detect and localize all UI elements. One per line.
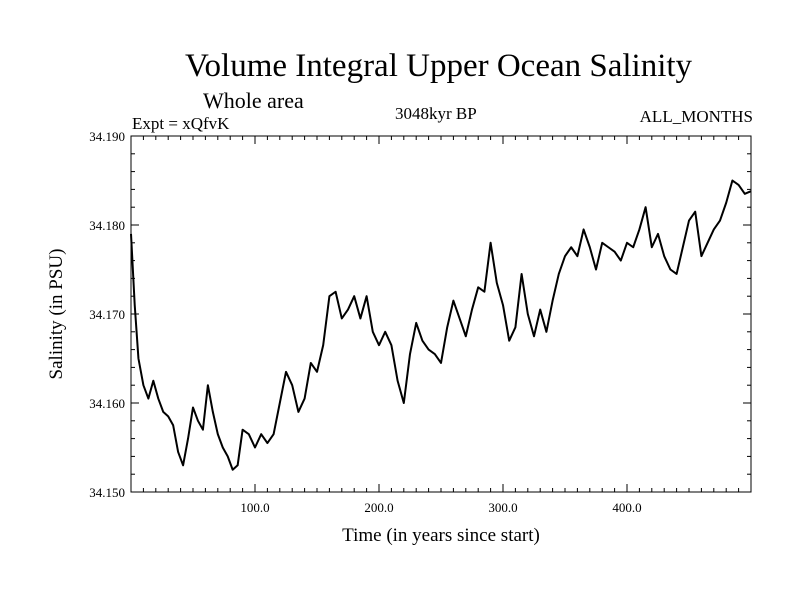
chart-title: Volume Integral Upper Ocean Salinity	[184, 48, 693, 84]
y-tick-label: 34.160	[89, 396, 125, 411]
y-axis-label: Salinity (in PSU)	[46, 249, 67, 380]
x-tick-label: 400.0	[612, 500, 641, 515]
x-tick-label: 300.0	[488, 500, 517, 515]
y-tick-label: 34.150	[89, 485, 125, 500]
experiment-label: Expt = xQfvK	[132, 114, 230, 133]
plot-frame	[130, 135, 752, 493]
y-tick-label: 34.190	[89, 129, 125, 144]
salinity-series-line	[130, 179, 752, 471]
time-period-label: 3048kyr BP	[395, 104, 477, 123]
chart-subtitle: Whole area	[203, 88, 304, 113]
axis-ticks	[131, 136, 751, 492]
months-label: ALL_MONTHS	[639, 107, 753, 126]
y-tick-label: 34.180	[89, 218, 125, 233]
x-axis-label: Time (in years since start)	[342, 525, 540, 546]
x-tick-label: 100.0	[240, 500, 269, 515]
x-tick-label: 200.0	[364, 500, 393, 515]
y-tick-label: 34.170	[89, 307, 125, 322]
axis-tick-labels: 100.0 200.0 300.0 400.0 34.150 34.160 34.170 34…	[89, 129, 641, 515]
